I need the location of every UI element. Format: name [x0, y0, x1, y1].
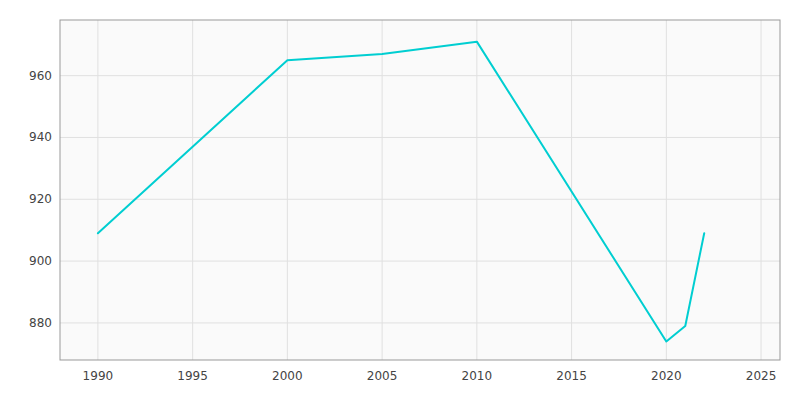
y-tick-label: 920: [29, 192, 52, 206]
x-tick-label: 2020: [651, 369, 682, 383]
y-tick-label: 940: [29, 130, 52, 144]
y-tick-label: 880: [29, 316, 52, 330]
y-grid-line: [60, 261, 780, 262]
plot-frame: [60, 20, 780, 360]
grid: [60, 20, 780, 360]
x-tick-label: 2000: [272, 369, 303, 383]
x-tick-label: 2025: [746, 369, 777, 383]
y-grid-line: [60, 199, 780, 200]
axes: 1990 1995 2000 2005 2010 2015 2020 2025 880 900 92…: [29, 69, 776, 383]
y-grid-line: [60, 137, 780, 138]
population-line: [98, 42, 704, 342]
x-tick-label: 1995: [177, 369, 208, 383]
x-grid-line: [476, 20, 477, 360]
x-tick-label: 2010: [462, 369, 493, 383]
x-grid-line: [97, 20, 98, 360]
x-tick-label: 2005: [367, 369, 398, 383]
y-grid-line: [60, 322, 780, 323]
x-grid-line: [761, 20, 762, 360]
chart-svg: 1990 1995 2000 2005 2010 2015 2020 2025 880 900 92…: [0, 0, 800, 400]
x-grid-line: [382, 20, 383, 360]
y-grid-line: [60, 75, 780, 76]
chart-container: 1990 1995 2000 2005 2010 2015 2020 2025 880 900 92…: [0, 0, 800, 400]
plot-background: [60, 20, 780, 360]
x-grid-line: [287, 20, 288, 360]
x-tick-label: 1990: [83, 369, 114, 383]
y-tick-label: 900: [29, 254, 52, 268]
x-tick-label: 2015: [556, 369, 587, 383]
y-tick-label: 960: [29, 69, 52, 83]
x-grid-line: [192, 20, 193, 360]
data-layer: [98, 42, 704, 342]
x-grid-line: [666, 20, 667, 360]
